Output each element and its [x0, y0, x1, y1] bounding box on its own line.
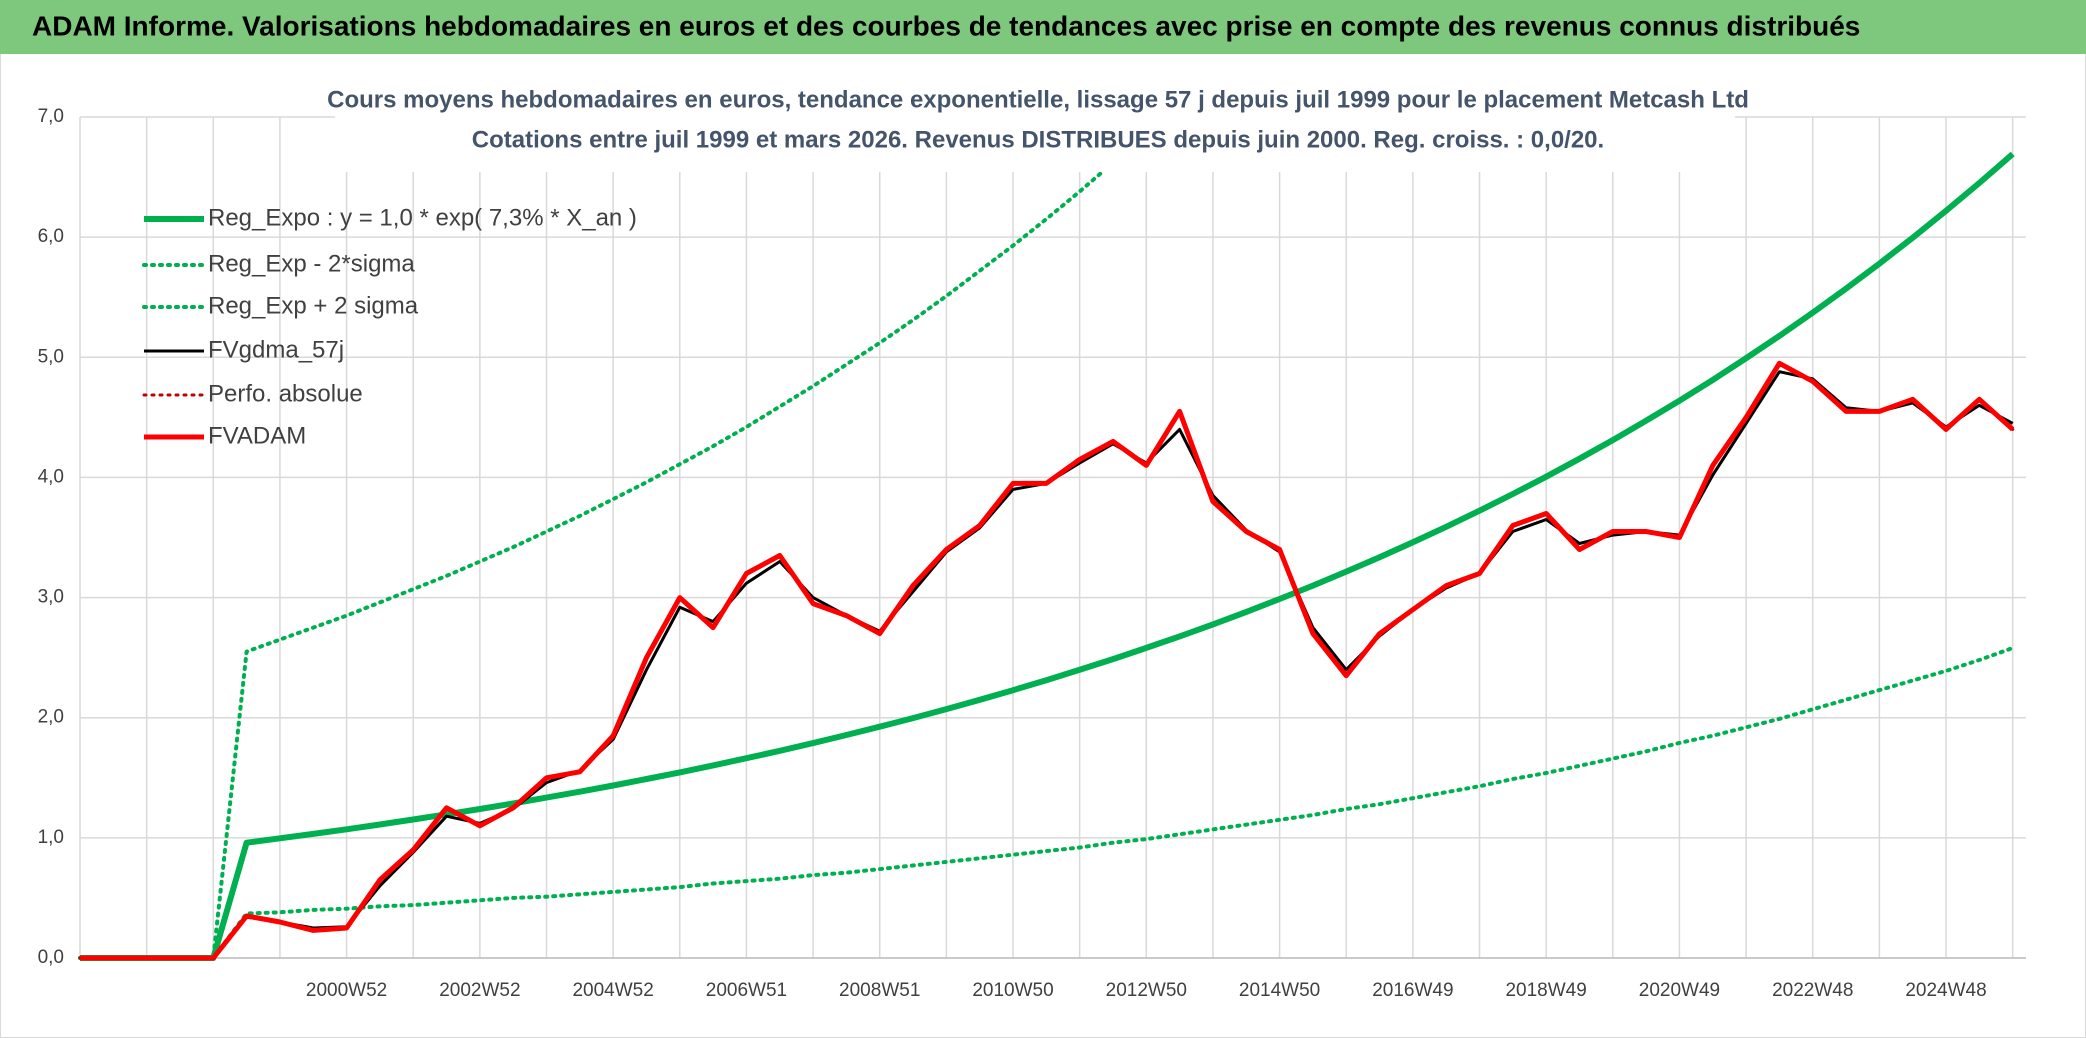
subtitle-bg [335, 82, 1735, 172]
legend-label: Perfo. absolue [208, 380, 363, 407]
x-tick-label: 2014W50 [1239, 980, 1320, 1001]
x-tick-label: 2024W48 [1905, 980, 1986, 1001]
x-tick-label: 2020W49 [1639, 980, 1720, 1001]
x-tick-label: 2018W49 [1505, 980, 1586, 1001]
subtitle: Cours moyens hebdomadaires en euros, ten… [327, 86, 1749, 113]
x-tick-label: 2010W50 [972, 980, 1053, 1001]
y-tick-label: 4,0 [38, 466, 64, 487]
y-tick-label: 5,0 [38, 346, 64, 367]
x-tick-label: 2016W49 [1372, 980, 1453, 1001]
legend: Reg_Expo : y = 1,0 * exp( 7,3% * X_an ) R… [142, 204, 637, 449]
grid: 0,0 1,0 2,0 3,0 4,0 5,0 6,0 7,0 2000W52 2002W52 20… [38, 106, 2026, 1001]
legend-label: Reg_Exp + 2 sigma [208, 292, 419, 319]
y-tick-label: 6,0 [38, 226, 64, 247]
y-tick-label: 0,0 [38, 947, 64, 968]
x-tick-label: 2008W51 [839, 980, 920, 1001]
chart-title: ADAM Informe. Valorisations hebdomadaire… [32, 10, 1860, 41]
subtitle: Cotations entre juil 1999 et mars 2026. … [472, 126, 1604, 153]
x-tick-label: 2012W50 [1106, 980, 1187, 1001]
plot-area [78, 113, 2015, 961]
x-tick-label: 2004W52 [572, 980, 653, 1001]
x-tick-label: 2022W48 [1772, 980, 1853, 1001]
series-line [80, 360, 2015, 961]
legend-label: FVADAM [208, 422, 306, 449]
x-tick-label: 2002W52 [439, 980, 520, 1001]
header-bar [0, 0, 2086, 54]
legend-label: FVgdma_57j [208, 336, 344, 363]
x-tick-label: 2006W51 [706, 980, 787, 1001]
series-line [80, 151, 2015, 961]
legend-label: Reg_Exp - 2*sigma [208, 250, 415, 277]
y-tick-label: 7,0 [38, 106, 64, 127]
series-line [78, 646, 2015, 960]
legend-label: Reg_Expo : y = 1,0 * exp( 7,3% * X_an ) [208, 204, 637, 231]
series-line [78, 113, 1172, 960]
y-tick-label: 1,0 [38, 827, 64, 848]
y-tick-label: 3,0 [38, 587, 64, 608]
y-tick-label: 2,0 [38, 707, 64, 728]
x-tick-label: 2000W52 [306, 980, 387, 1001]
